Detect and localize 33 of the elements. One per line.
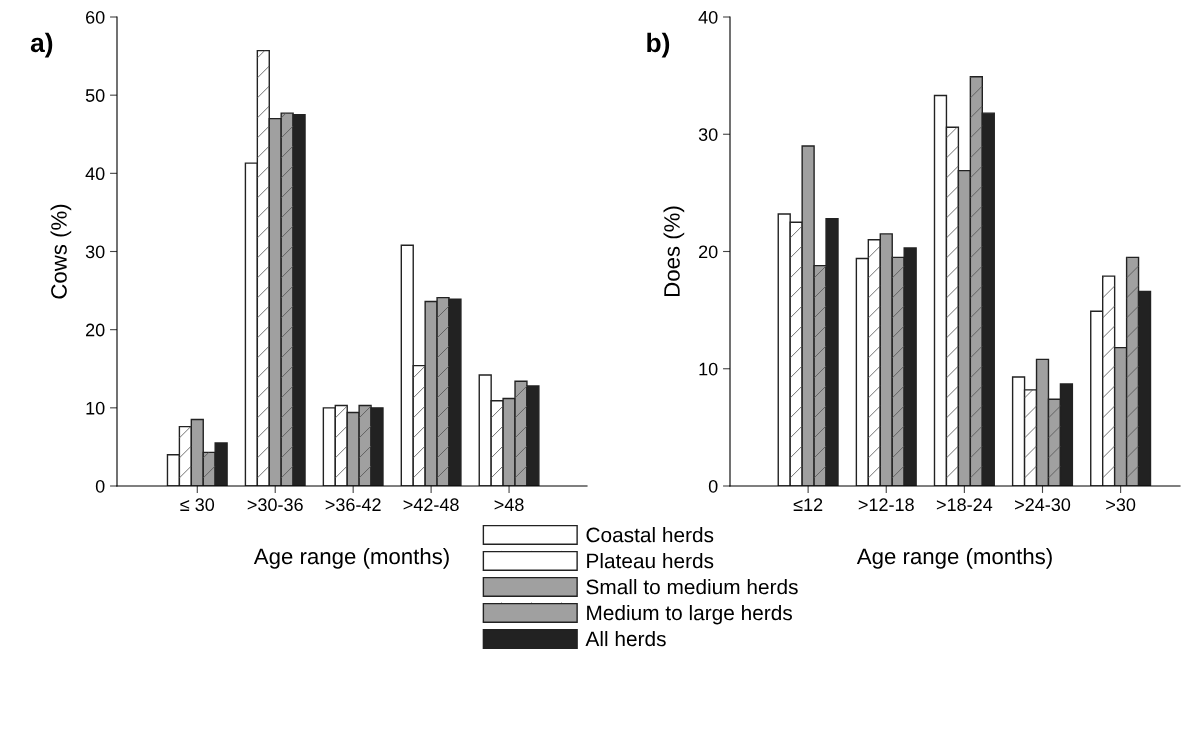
x-tick-label: >36-42 bbox=[325, 498, 381, 512]
legend-label: All herds bbox=[585, 630, 666, 647]
y-axis-title: Does (%) bbox=[663, 206, 685, 296]
y-tick-label: 40 bbox=[85, 167, 105, 181]
x-tick-label: ≤ 30 bbox=[180, 498, 215, 512]
x-tick-label: >48 bbox=[494, 498, 524, 512]
y-tick-label: 0 bbox=[95, 479, 105, 493]
y-tick-label: 20 bbox=[86, 323, 105, 337]
x-tick-label: >30 bbox=[1106, 498, 1136, 512]
x-tick-label: >12-18 bbox=[858, 498, 914, 512]
y-tick-label: 40 bbox=[698, 10, 718, 24]
legend-label: Plateau herds bbox=[587, 553, 714, 569]
x-axis-title: Age range (months) bbox=[253, 547, 449, 569]
text: b) bbox=[647, 32, 670, 58]
x-tick-label: >24-30 bbox=[1015, 498, 1071, 512]
y-axis-title: Cows (%) bbox=[50, 204, 72, 299]
y-tick-label: 30 bbox=[698, 128, 718, 141]
legend-label: Small to medium herds bbox=[586, 578, 798, 595]
y-tick-label: 0 bbox=[708, 479, 718, 493]
y-tick-label: 60 bbox=[86, 10, 105, 24]
y-tick-label: 20 bbox=[699, 245, 718, 259]
x-tick-label: ≤12 bbox=[793, 498, 823, 511]
x-tick-label: >30-36 bbox=[247, 498, 303, 512]
x-tick-label: >18-24 bbox=[936, 498, 993, 512]
y-tick-label: 30 bbox=[85, 245, 105, 259]
x-axis-title: Age range (months) bbox=[856, 547, 1052, 569]
y-tick-label: 10 bbox=[699, 362, 718, 376]
y-tick-label: 10 bbox=[86, 401, 105, 415]
text: a) bbox=[30, 32, 53, 58]
y-tick-label: 50 bbox=[85, 89, 105, 102]
legend-label: Medium to large herds bbox=[587, 604, 792, 625]
legend-label: Coastal herds bbox=[586, 527, 714, 543]
x-tick-label: >42-48 bbox=[403, 498, 459, 512]
